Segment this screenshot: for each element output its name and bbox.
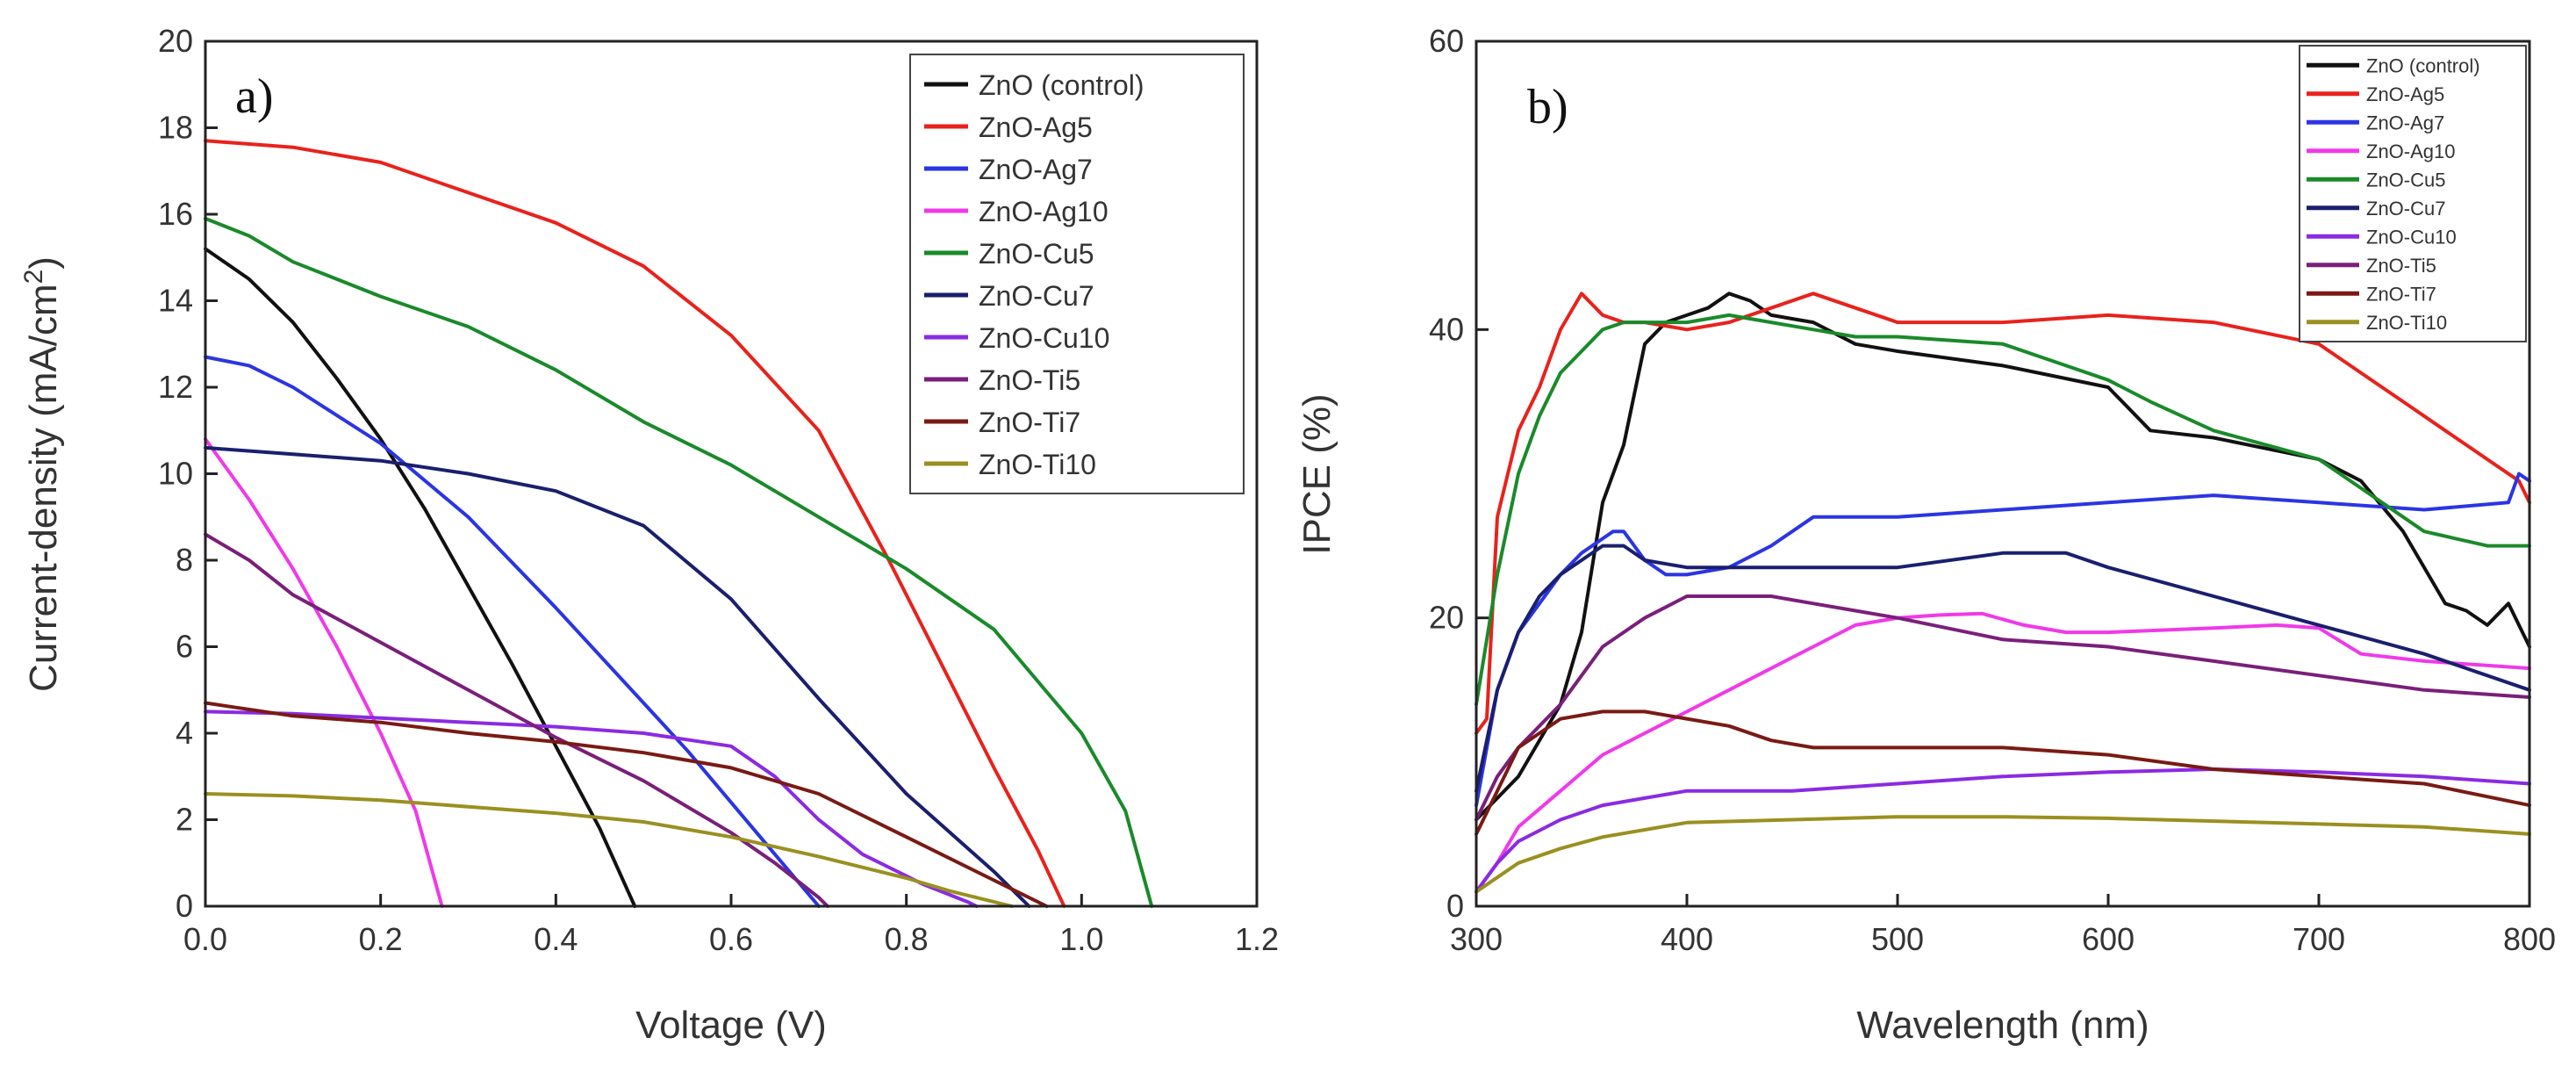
- panel-a-ticks: 0.0 0.2 0.4 0.6 0.8 1.0 1.2 0 2 4 6 8 10 12 14 16 18 20: [158, 23, 1279, 957]
- panel-a-legend-label: ZnO-Ag10: [979, 196, 1109, 227]
- panel-a-label: a): [235, 69, 274, 124]
- panel-a-y-tick-label: 16: [158, 196, 193, 232]
- panel-b-series-line-7: [1475, 594, 2531, 822]
- panel-a-x-tick-label: 0.0: [183, 921, 227, 957]
- panel-b-x-tick-label: 300: [1450, 921, 1503, 957]
- panel-b-series-line-0: [1475, 292, 2531, 822]
- panel-b-x-tick-label: 600: [2082, 921, 2135, 957]
- panel-b-ipce-spectra: 300 400 500 600 700 800 0 20 40 60 b) Wavelength …: [1295, 23, 2556, 1047]
- panel-b-legend-label: ZnO (control): [2366, 54, 2480, 76]
- panel-b-x-axis-title: Wavelength (nm): [1856, 1004, 2149, 1047]
- panel-a-y-axis-title-main: Current-density (mA/cm: [22, 284, 65, 692]
- panel-a-legend-label: ZnO-Cu10: [979, 322, 1109, 354]
- panel-a-x-tick-label: 0.6: [709, 921, 753, 957]
- panel-a-y-tick-label: 0: [176, 888, 193, 924]
- panel-b-y-tick-label: 0: [1446, 888, 1464, 924]
- panel-b-legend-label: ZnO-Ti10: [2366, 312, 2447, 334]
- panel-a-series-group: [204, 139, 1154, 908]
- panel-a-y-tick-label: 14: [158, 283, 193, 319]
- panel-a-x-tick-label: 0.2: [359, 921, 403, 957]
- panel-b-series-line-6: [1475, 767, 2531, 894]
- panel-a-series-line-0: [204, 247, 637, 908]
- panel-a-y-tick-label: 2: [176, 802, 193, 838]
- panel-b-x-tick-label: 400: [1661, 921, 1713, 957]
- panel-a-y-tick-label: 6: [176, 629, 193, 665]
- panel-b-legend-label: ZnO-Ag7: [2366, 112, 2444, 133]
- panel-b-series-line-5: [1475, 544, 2531, 793]
- panel-a-series-line-8: [204, 701, 1049, 908]
- panel-b-legend: ZnO (control) ZnO-Ag5 ZnO-Ag7 ZnO-Ag10 ZnO-C…: [2299, 45, 2527, 342]
- panel-b-x-tick-label: 700: [2293, 921, 2345, 957]
- panel-a-legend-label: ZnO-Cu7: [979, 280, 1094, 312]
- panel-a-x-tick-label: 0.4: [534, 921, 578, 957]
- panel-a-legend-label: ZnO (control): [979, 69, 1144, 101]
- panel-b-series-group: [1475, 292, 2531, 894]
- panel-a-x-tick-label: 1.0: [1059, 921, 1103, 957]
- panel-a-series-line-7: [204, 532, 829, 908]
- panel-b-ticks: 300 400 500 600 700 800 0 20 40 60: [1429, 23, 2556, 957]
- panel-b-x-tick-label: 500: [1871, 921, 1924, 957]
- panel-b-y-tick-label: 20: [1429, 600, 1464, 636]
- panel-a-legend-label: ZnO-Ag7: [979, 154, 1093, 185]
- panel-a-series-line-1: [204, 139, 1066, 908]
- panel-b-y-axis-title: IPCE (%): [1295, 393, 1338, 554]
- panel-a-y-axis-title-end: ): [22, 256, 65, 270]
- panel-b-series-line-3: [1475, 611, 2531, 894]
- panel-b-series-line-4: [1475, 313, 2531, 707]
- panel-b-y-tick-label: 40: [1429, 311, 1464, 347]
- panel-a-legend-label: ZnO-Ag5: [979, 112, 1093, 143]
- panel-b-legend-label: ZnO-Cu10: [2366, 226, 2457, 248]
- panel-a-legend-label: ZnO-Cu5: [979, 238, 1094, 270]
- panel-a-series-line-5: [204, 445, 1031, 908]
- panel-a-y-tick-label: 20: [158, 23, 193, 59]
- panel-b-series-line-8: [1475, 709, 2531, 836]
- panel-b-series-line-1: [1475, 292, 2531, 735]
- panel-b-label: b): [1527, 80, 1568, 134]
- panel-a-x-axis-title: Voltage (V): [635, 1004, 827, 1047]
- panel-b-legend-label: ZnO-Cu7: [2366, 198, 2445, 220]
- panel-a-y-axis-title-superscript: 2: [19, 270, 48, 285]
- panel-a-series-line-9: [204, 792, 1014, 908]
- panel-a-legend-label: ZnO-Ti10: [979, 449, 1096, 480]
- panel-b-x-tick-label: 800: [2503, 921, 2556, 957]
- panel-a-legend: ZnO (control) ZnO-Ag5 ZnO-Ag7 ZnO-Ag10 ZnO-C…: [909, 54, 1245, 494]
- panel-a-x-tick-label: 0.8: [885, 921, 929, 957]
- panel-a-y-axis-title: Current-density (mA/cm2): [19, 256, 65, 692]
- panel-b-series-line-9: [1475, 815, 2531, 894]
- panel-a-y-tick-label: 10: [158, 456, 193, 492]
- panel-b-plot-frame: [1475, 40, 2531, 908]
- panel-b-legend-label: ZnO-Ag10: [2366, 140, 2456, 162]
- panel-a-series-line-2: [204, 355, 821, 908]
- panel-b-legend-label: ZnO-Ti5: [2366, 255, 2436, 277]
- panel-b-legend-label: ZnO-Ag5: [2366, 83, 2444, 105]
- panel-a-legend-label: ZnO-Ti7: [979, 407, 1080, 438]
- panel-a-x-tick-label: 1.2: [1235, 921, 1279, 957]
- panel-a-y-tick-label: 12: [158, 369, 193, 405]
- panel-b-y-tick-label: 60: [1429, 23, 1464, 59]
- panel-a-y-tick-label: 18: [158, 110, 193, 146]
- panel-b-legend-label: ZnO-Ti7: [2366, 283, 2436, 305]
- panel-a-y-tick-label: 4: [176, 715, 193, 751]
- panel-a-series-line-3: [204, 437, 444, 908]
- panel-a-y-tick-label: 8: [176, 542, 193, 578]
- panel-a-series-line-4: [204, 216, 1154, 908]
- panel-a-legend-label: ZnO-Ti5: [979, 364, 1080, 396]
- panel-a-iv-curves: 0.0 0.2 0.4 0.6 0.8 1.0 1.2 0 2 4 6 8 10 12 14 16 18 20 a…: [19, 23, 1279, 1047]
- panel-b-legend-label: ZnO-Cu5: [2366, 169, 2445, 191]
